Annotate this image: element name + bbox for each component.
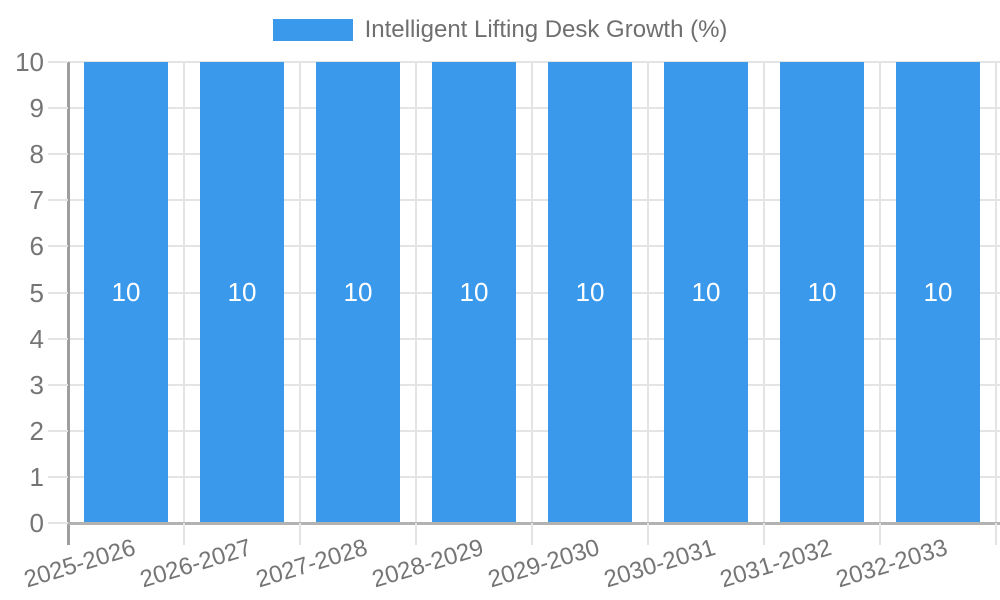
x-tick-label: 2031-2032: [717, 534, 835, 594]
bar-value-label: 10: [807, 277, 837, 307]
gridline-x-2: [299, 62, 301, 523]
bar-value-label: 10: [459, 277, 489, 307]
x-tick-label: 2030-2031: [601, 534, 719, 594]
x-tick-label: 2028-2029: [369, 534, 487, 594]
bar-2027-2028[interactable]: 10: [316, 62, 400, 523]
gridline-y-10: [68, 61, 1000, 63]
y-tick-3: [48, 384, 68, 386]
x-tick-label: 2029-2030: [485, 534, 603, 594]
y-tick-label: 2: [29, 416, 44, 446]
y-tick-label: 0: [29, 508, 44, 538]
y-tick-9: [48, 107, 68, 109]
y-tick-5: [48, 292, 68, 294]
bar-2026-2027[interactable]: 10: [200, 62, 284, 523]
gridline-x-5: [647, 62, 649, 523]
bar-2030-2031[interactable]: 10: [664, 62, 748, 523]
y-tick-label: 5: [29, 278, 44, 308]
bar-value-label: 10: [923, 277, 953, 307]
x-tick-6: [763, 523, 765, 545]
bar-value-label: 10: [227, 277, 257, 307]
x-tick-1: [183, 523, 185, 545]
gridline-y-7: [68, 199, 1000, 201]
gridline-y-4: [68, 338, 1000, 340]
gridline-y-6: [68, 245, 1000, 247]
y-tick-label: 7: [29, 185, 44, 215]
x-tick-label: 2027-2028: [253, 534, 371, 594]
y-tick-label: 4: [29, 324, 44, 354]
legend-label: Intelligent Lifting Desk Growth (%): [364, 16, 728, 43]
bar-value-label: 10: [691, 277, 721, 307]
gridline-y-2: [68, 430, 1000, 432]
gridline-x-8: [995, 62, 997, 523]
gridline-y-1: [68, 476, 1000, 478]
bar-2029-2030[interactable]: 10: [548, 62, 632, 523]
x-tick-7: [879, 523, 881, 545]
gridline-y-3: [68, 384, 1000, 386]
gridline-y-9: [68, 107, 1000, 109]
gridline-y-5: [68, 292, 1000, 294]
gridline-x-1: [183, 62, 185, 523]
y-tick-1: [48, 476, 68, 478]
legend-item[interactable]: Intelligent Lifting Desk Growth (%): [272, 16, 728, 44]
y-tick-label: 3: [29, 370, 44, 400]
x-tick-5: [647, 523, 649, 545]
bar-value-label: 10: [343, 277, 373, 307]
bar-2031-2032[interactable]: 10: [780, 62, 864, 523]
bar-value-label: 10: [111, 277, 141, 307]
gridline-x-6: [763, 62, 765, 523]
gridline-x-7: [879, 62, 881, 523]
y-tick-0: [48, 522, 68, 524]
x-tick-label: 2032-2033: [833, 534, 951, 594]
x-tick-8: [995, 523, 997, 545]
chart-legend: Intelligent Lifting Desk Growth (%): [0, 16, 1000, 44]
bar-2025-2026[interactable]: 10: [84, 62, 168, 523]
x-axis-line: [68, 522, 1000, 525]
y-tick-2: [48, 430, 68, 432]
bar-value-label: 10: [575, 277, 605, 307]
bar-2028-2029[interactable]: 10: [432, 62, 516, 523]
gridline-y-8: [68, 153, 1000, 155]
bar-2032-2033[interactable]: 10: [896, 62, 980, 523]
y-tick-8: [48, 153, 68, 155]
gridline-x-3: [415, 62, 417, 523]
y-axis-line: [67, 62, 70, 545]
y-tick-4: [48, 338, 68, 340]
x-tick-2: [299, 523, 301, 545]
x-tick-label: 2026-2027: [137, 534, 255, 594]
gridline-x-4: [531, 62, 533, 523]
y-tick-10: [48, 61, 68, 63]
y-tick-label: 1: [29, 462, 44, 492]
plot-area: 10 10 10 10 10 10 10 10: [68, 61, 1000, 523]
y-tick-7: [48, 199, 68, 201]
x-tick-4: [531, 523, 533, 545]
y-tick-label: 9: [29, 93, 44, 123]
x-tick-3: [415, 523, 417, 545]
legend-color-swatch-icon: [272, 19, 353, 41]
y-tick-6: [48, 245, 68, 247]
y-tick-label: 10: [15, 47, 44, 77]
y-tick-label: 8: [29, 139, 44, 169]
y-tick-label: 6: [29, 231, 44, 261]
x-tick-label: 2025-2026: [21, 534, 139, 594]
